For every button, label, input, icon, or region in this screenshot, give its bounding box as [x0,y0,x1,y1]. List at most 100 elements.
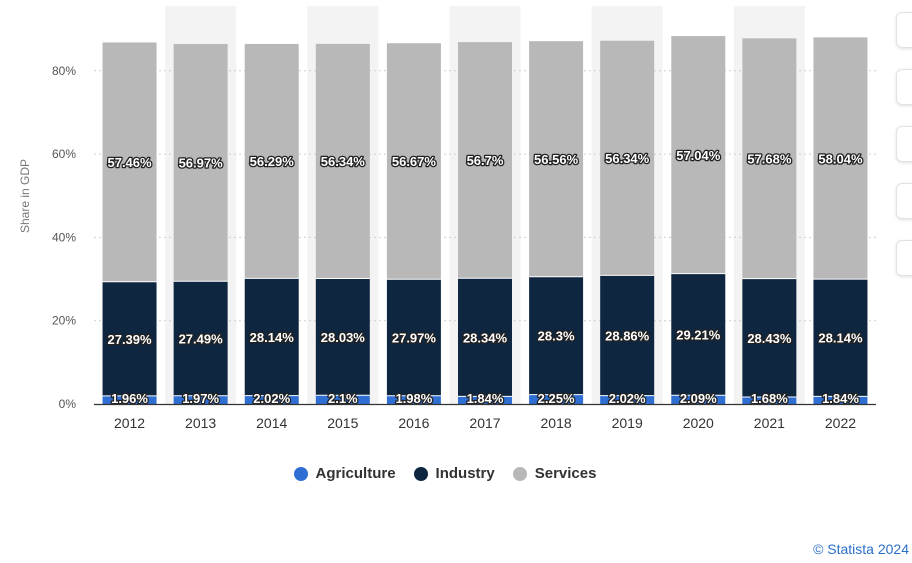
x-tick-label: 2021 [754,415,785,431]
bar-segment-services [742,38,797,279]
bar-segment-industry [671,273,726,396]
legend-label-services: Services [534,465,597,482]
bar-segment-services [529,41,584,277]
bar-segment-services [458,42,512,279]
bar-segment-agriculture [671,395,726,404]
bar-segment-industry [102,281,157,396]
data-label: 57.04% [676,148,721,163]
y-axis-label: Share in GDP [18,159,32,233]
x-tick-label: 2015 [327,415,358,431]
data-label: 29.21% [676,327,721,342]
data-label: 56.67% [392,154,437,169]
bar-segment-agriculture [458,396,512,404]
x-tick-label: 2022 [825,415,856,431]
bar-segment-industry [742,278,797,398]
x-tick-label: 2012 [114,415,145,431]
data-label: 2.09% [680,391,717,406]
x-tick-label: 2014 [256,415,287,431]
data-label: 2.25% [538,391,575,406]
x-tick-label: 2013 [185,415,216,431]
bar-segment-agriculture [529,394,584,404]
data-label: 56.34% [321,154,366,169]
y-tick-label: 60% [52,147,76,161]
data-label: 1.84% [822,391,859,406]
bar-segment-industry [529,276,584,395]
bar-segment-industry [315,278,370,396]
bar-segment-agriculture [386,395,441,404]
legend-label-industry: Industry [435,465,495,482]
legend-item-industry[interactable]: Industry [413,465,495,482]
legend-marker-industry [413,466,428,481]
x-tick-label: 2020 [683,415,714,431]
bar-segment-services [102,42,157,282]
bar-segment-agriculture [813,396,868,404]
data-label: 28.43% [747,331,792,346]
y-tick-label: 0% [59,397,77,411]
data-label: 28.03% [321,330,366,345]
side-toolbar-button[interactable] [896,183,912,219]
data-label: 28.86% [605,328,650,343]
side-toolbar-button[interactable] [896,240,912,276]
bar-segment-industry [386,279,441,396]
data-label: 56.56% [534,152,579,167]
data-label: 1.97% [182,391,219,406]
bar-segment-services [244,43,299,279]
data-label: 56.34% [605,151,650,166]
stacked-bar-chart: 1.96% 27.39% 57.46% 1.97% 27.49% 56.97% 2.02% 2… [18,6,876,431]
bar-segment-agriculture [173,395,228,404]
data-label: 2.1% [328,391,358,406]
y-tick-label: 80% [52,64,76,78]
data-label: 28.34% [463,330,508,345]
data-label: 1.96% [111,391,148,406]
legend-label-agriculture: Agriculture [315,465,396,482]
data-label: 28.14% [818,331,863,346]
bar-segment-industry [173,281,228,396]
legend-item-agriculture[interactable]: Agriculture [293,465,396,482]
data-label: 58.04% [818,151,863,166]
legend-marker-services [512,466,527,481]
bar-segment-agriculture [244,395,299,404]
bar-segment-agriculture [315,395,370,404]
bar-segment-industry [813,279,868,397]
y-tick-label: 40% [52,230,76,244]
data-label: 28.14% [250,330,295,345]
y-tick-label: 20% [52,314,76,328]
data-label: 27.97% [392,331,437,346]
data-label: 1.98% [395,391,432,406]
data-label: 56.7% [467,153,504,168]
x-tick-label: 2019 [612,415,643,431]
data-label: 56.29% [250,154,295,169]
data-label: 2.02% [609,391,646,406]
legend-marker-agriculture [293,466,308,481]
bar-segment-services [600,40,655,276]
bar-segment-services [671,36,726,274]
data-label: 28.3% [538,329,575,344]
side-toolbar-button[interactable] [896,126,912,162]
data-label: 57.46% [107,155,152,170]
bar-segment-services [813,37,868,280]
data-label: 57.68% [747,151,792,166]
statista-credit[interactable]: © Statista 2024 [813,541,909,557]
bar-segment-services [386,43,441,280]
legend: Agriculture Industry Services [0,465,890,482]
bar-segment-services [173,44,228,282]
data-label: 27.39% [107,332,152,347]
x-tick-label: 2017 [469,415,500,431]
bar-segment-agriculture [742,397,797,404]
data-label: 1.68% [751,391,788,406]
bar-segment-agriculture [102,395,157,404]
data-label: 27.49% [179,332,224,347]
data-label: 2.02% [253,391,290,406]
legend-item-services[interactable]: Services [512,465,597,482]
side-toolbar-button[interactable] [896,12,912,48]
bar-segment-industry [458,278,512,397]
x-tick-label: 2018 [541,415,572,431]
bar-segment-services [315,43,370,279]
bar-segment-industry [244,278,299,396]
data-label: 56.97% [179,156,224,171]
bar-segment-industry [600,275,655,396]
bar-segment-agriculture [600,395,655,404]
side-toolbar-button[interactable] [896,69,912,105]
data-label: 1.84% [467,391,504,406]
x-tick-label: 2016 [398,415,429,431]
